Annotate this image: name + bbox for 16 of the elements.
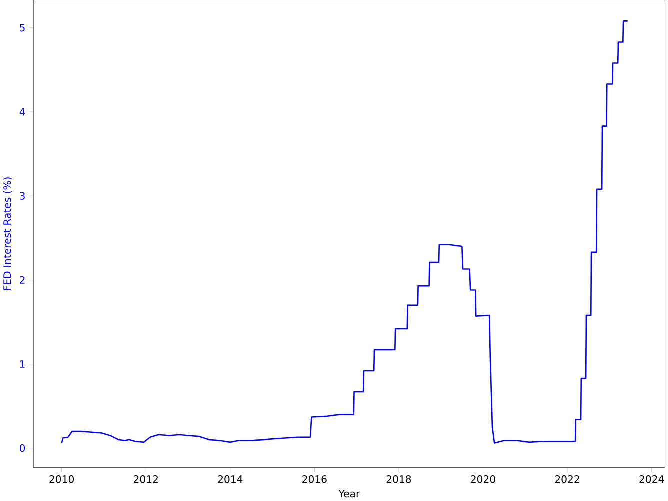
x-tick-label: 2018 [386, 476, 412, 484]
x-tick-label: 2014 [218, 476, 243, 484]
x-tick-label: 2016 [302, 476, 327, 484]
x-tick-label: 2024 [640, 476, 664, 484]
y-tick-label: 1 [20, 360, 25, 368]
y-tick-label: 5 [20, 24, 25, 32]
x-axis-title: Year [338, 490, 360, 498]
x-tick-label: 2010 [50, 476, 74, 484]
x-tick-label: 2020 [471, 476, 496, 484]
y-tick-label: 4 [20, 108, 26, 116]
x-tick-label: 2022 [555, 476, 580, 484]
y-axis-title: FED Interest Rates (%) [3, 178, 12, 290]
y-tick-label: 2 [20, 276, 25, 284]
y-tick-label: 0 [20, 444, 26, 452]
y-tick-label: 3 [20, 192, 25, 200]
x-tick-label: 2012 [134, 476, 158, 484]
